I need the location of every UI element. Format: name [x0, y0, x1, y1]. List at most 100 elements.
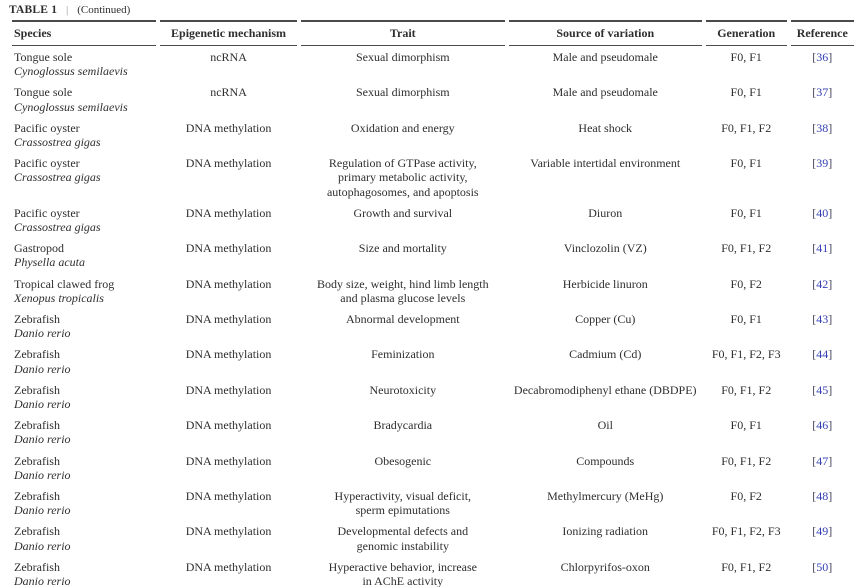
species-common-name: Tongue sole: [14, 50, 73, 64]
species-cell: Zebrafish Danio rerio: [12, 414, 156, 449]
ref-bracket-open: [: [812, 120, 817, 135]
reference-cell: [38]: [791, 117, 854, 152]
reference-citation-link[interactable]: [37]: [812, 85, 832, 99]
reference-number: 43: [816, 312, 829, 327]
source-cell: Male and pseudomale: [552, 50, 658, 64]
ref-bracket-close: ]: [828, 241, 833, 256]
species-latin-name: Danio rerio: [14, 538, 71, 553]
species-latin-name: Crassostrea gigas: [14, 135, 101, 150]
table-row: Zebrafish Danio rerio DNA methylation Hy…: [12, 485, 854, 520]
reference-cell: [49]: [791, 520, 854, 555]
ref-bracket-close: ]: [828, 382, 833, 397]
ref-bracket-close: ]: [828, 205, 833, 220]
reference-number: 40: [816, 205, 829, 220]
species-latin-name: Danio rerio: [14, 361, 71, 376]
species-latin-name: Cynoglossus semilaevis: [14, 64, 128, 79]
generation-cell: F0, F1, F2: [721, 120, 772, 135]
reference-number: 44: [816, 347, 829, 362]
reference-number: 41: [816, 241, 829, 256]
table-caption-label: TABLE 1: [9, 4, 58, 16]
reference-cell: [42]: [791, 273, 854, 308]
table-header: Species Epigenetic mechanism Trait Sourc…: [12, 20, 854, 46]
mechanism-cell: DNA methylation: [185, 312, 272, 327]
species-cell: Pacific oyster Crassostrea gigas: [12, 152, 156, 202]
species-cell: Pacific oyster Crassostrea gigas: [12, 202, 156, 237]
reference-citation-link[interactable]: [49]: [812, 524, 832, 538]
reference-number: 46: [816, 418, 829, 433]
table-row: Pacific oyster Crassostrea gigas DNA met…: [12, 202, 854, 237]
reference-cell: [41]: [791, 237, 854, 272]
reference-citation-link[interactable]: [36]: [812, 50, 832, 64]
reference-number: 37: [816, 85, 829, 100]
reference-cell: [40]: [791, 202, 854, 237]
reference-citation-link[interactable]: [38]: [812, 121, 832, 135]
table-row: Zebrafish Danio rerio DNA methylation Hy…: [12, 556, 854, 587]
species-common-name: Tongue sole: [14, 85, 73, 100]
reference-number: 39: [816, 156, 829, 171]
generation-cell: F0, F1: [730, 50, 762, 64]
species-cell: Zebrafish Danio rerio: [12, 520, 156, 555]
reference-citation-link[interactable]: [39]: [812, 156, 832, 170]
trait-cell: Feminization: [371, 347, 435, 362]
source-cell: Variable intertidal environment: [530, 156, 681, 171]
trait-cell: Growth and survival: [353, 205, 453, 220]
source-cell: Chlorpyrifos-oxon: [509, 556, 702, 587]
species-common-name: Pacific oyster: [14, 120, 80, 135]
generation-cell: F0, F2: [730, 276, 762, 291]
reference-number: 45: [816, 382, 829, 397]
reference-citation-link[interactable]: [40]: [812, 206, 832, 220]
reference-number: 49: [816, 524, 829, 539]
reference-citation-link[interactable]: [44]: [812, 347, 832, 361]
source-cell: Cadmium (Cd): [569, 347, 642, 362]
reference-number: 38: [816, 120, 829, 135]
species-common-name: Zebrafish: [14, 312, 60, 327]
table-row: Zebrafish Danio rerio DNA methylation Br…: [12, 414, 854, 449]
column-header-species: Species: [12, 20, 157, 46]
table-row: Pacific oyster Crassostrea gigas DNA met…: [12, 152, 854, 202]
ref-bracket-open: [: [812, 524, 817, 539]
species-latin-name: Danio rerio: [14, 326, 71, 341]
trait-cell: Sexual dimorphism: [355, 50, 450, 64]
species-latin-name: Danio rerio: [14, 432, 71, 447]
reference-citation-link[interactable]: [45]: [812, 383, 832, 397]
generation-cell: F0, F1: [730, 205, 762, 220]
reference-cell: [47]: [791, 450, 854, 485]
generation-cell: F0, F2: [730, 489, 762, 504]
reference-number: 42: [816, 276, 829, 291]
generation-cell: F0, F1: [730, 418, 762, 433]
species-latin-name: Danio rerio: [14, 574, 71, 587]
ref-bracket-open: [: [812, 489, 817, 504]
species-latin-name: Physella acuta: [14, 255, 85, 270]
species-cell: Zebrafish Danio rerio: [12, 343, 156, 378]
reference-citation-link[interactable]: [48]: [812, 489, 832, 503]
species-cell: Zebrafish Danio rerio: [12, 485, 156, 520]
reference-citation-link[interactable]: [46]: [812, 418, 832, 432]
species-cell: Tongue sole Cynoglossus semilaevis: [12, 46, 156, 81]
reference-citation-link[interactable]: [47]: [812, 454, 832, 468]
trait-cell: Sexual dimorphism: [355, 85, 450, 100]
trait-cell: Hyperactive behavior, increase in AChE a…: [301, 556, 504, 587]
table-row: Pacific oyster Crassostrea gigas DNA met…: [12, 117, 854, 152]
trait-cell: Neurotoxicity: [369, 382, 437, 397]
table-row: Zebrafish Danio rerio DNA methylation Fe…: [12, 343, 854, 378]
generation-cell: F0, F1: [730, 156, 762, 171]
reference-cell: [37]: [791, 81, 854, 116]
species-common-name: Tropical clawed frog: [14, 276, 115, 291]
trait-cell: Body size, weight, hind limb length and …: [316, 276, 489, 305]
reference-citation-link[interactable]: [50]: [812, 560, 832, 574]
reference-citation-link[interactable]: [43]: [812, 312, 832, 326]
ref-bracket-close: ]: [828, 312, 833, 327]
source-cell: Methylmercury (MeHg): [547, 489, 664, 504]
generation-cell: F0, F1, F2: [721, 241, 772, 256]
reference-citation-link[interactable]: [41]: [812, 241, 832, 255]
mechanism-cell: DNA methylation: [185, 418, 272, 433]
reference-number: 47: [816, 453, 829, 468]
ref-bracket-open: [: [812, 559, 817, 574]
reference-citation-link[interactable]: [42]: [812, 277, 832, 291]
table-row: Gastropod Physella acuta DNA methylation…: [12, 237, 854, 272]
generation-cell: F0, F1, F2: [721, 382, 772, 397]
mechanism-cell: ncRNA: [210, 50, 247, 64]
species-common-name: Pacific oyster: [14, 156, 80, 171]
mechanism-cell: DNA methylation: [185, 347, 272, 362]
reference-number: 36: [816, 50, 829, 64]
